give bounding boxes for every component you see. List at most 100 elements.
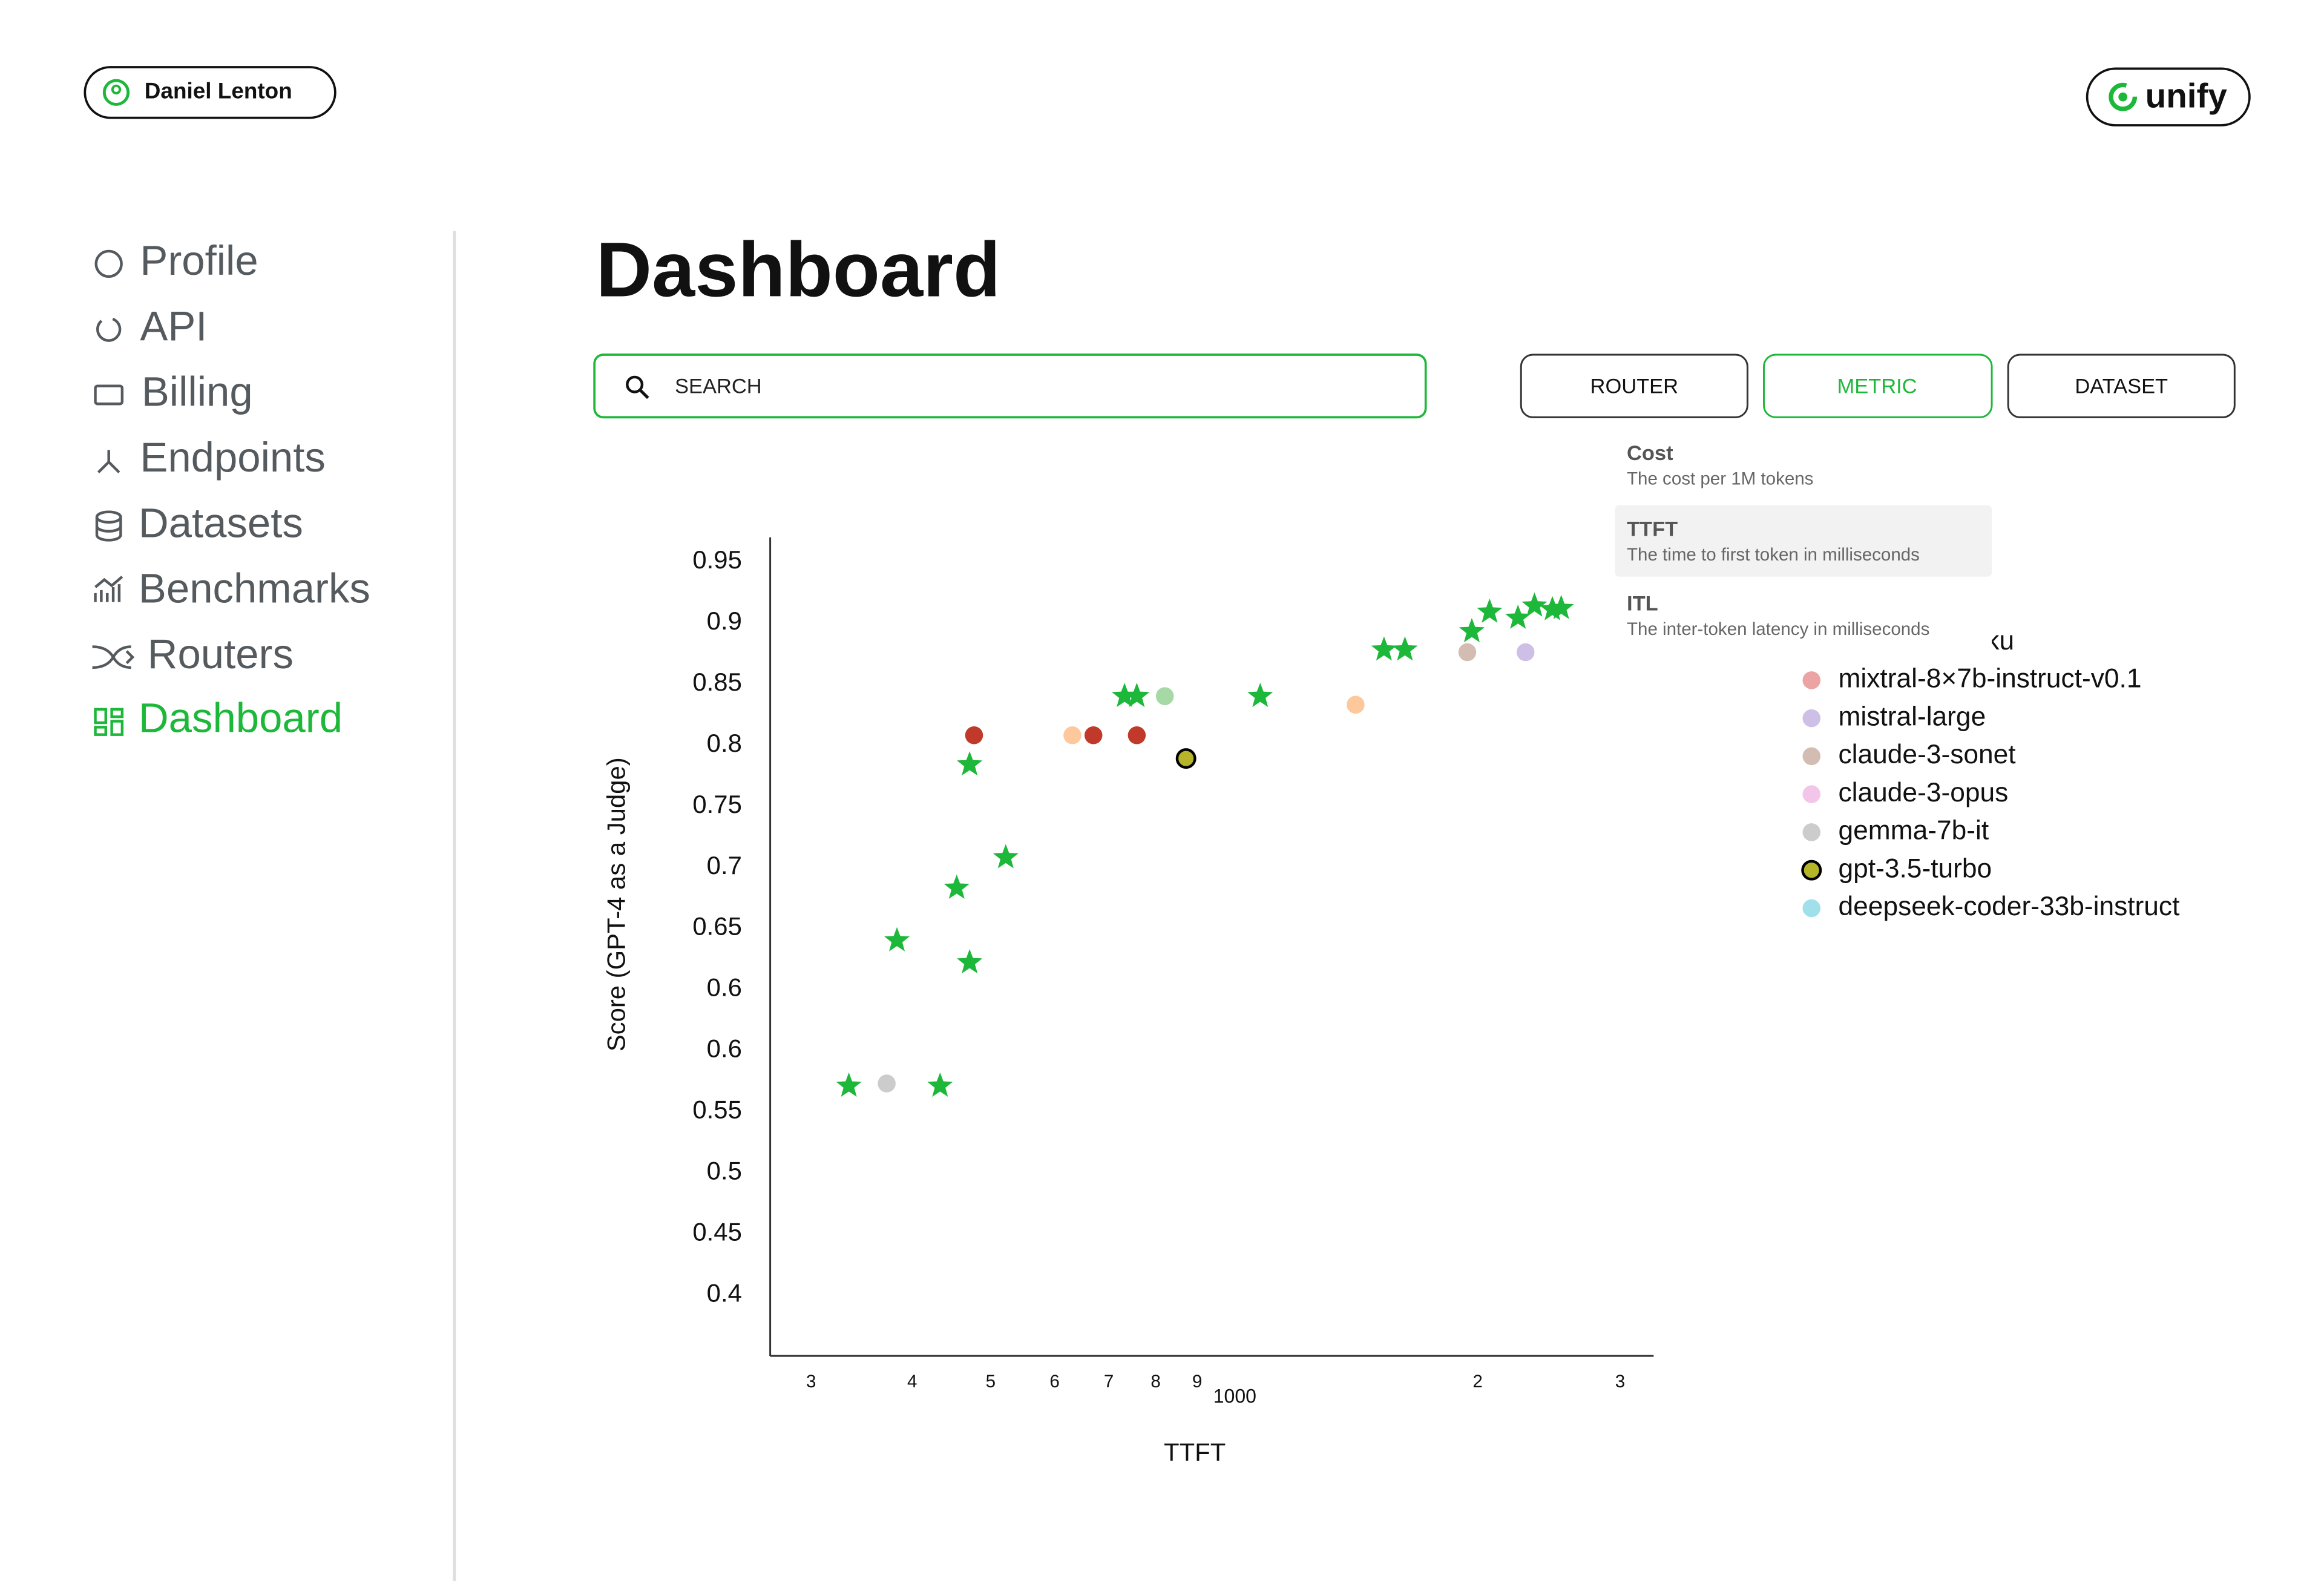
- point: [1128, 726, 1146, 744]
- point: [957, 949, 983, 974]
- router-button-label[interactable]: ROUTER: [1590, 375, 1678, 398]
- metric-button-label[interactable]: METRIC: [1837, 375, 1917, 398]
- nav-item[interactable]: Billing: [142, 369, 253, 415]
- option-name[interactable]: Cost: [1627, 442, 1673, 465]
- x-axis-title: TTFT: [1164, 1438, 1226, 1467]
- point: [993, 844, 1019, 869]
- legend-marker: [1802, 785, 1820, 803]
- user-icon-head: [111, 84, 122, 94]
- nav-icon: [96, 317, 122, 342]
- point: [1540, 596, 1566, 620]
- point: [1548, 594, 1574, 619]
- search-box[interactable]: SEARCH: [593, 353, 1427, 419]
- dataset-button[interactable]: [2007, 353, 2236, 418]
- y-tick-label: 0.95: [692, 545, 741, 574]
- point: [944, 874, 970, 899]
- legend-marker: [1802, 823, 1820, 841]
- point: [1155, 687, 1174, 705]
- nav-icon: [95, 517, 122, 542]
- y-tick-label: 0.7: [707, 851, 742, 879]
- nav-item[interactable]: Benchmarks: [139, 565, 370, 612]
- sidebar: Profile API Billing Endpoints Datasets B…: [92, 231, 456, 1581]
- legend-marker: [1801, 860, 1822, 881]
- x-tick-label: 4: [907, 1372, 917, 1392]
- x-tick-label: 3: [1615, 1372, 1625, 1392]
- nav-icon: [94, 384, 124, 406]
- option-name[interactable]: TTFT: [1627, 518, 1678, 541]
- y-tick-label: 0.75: [692, 790, 741, 818]
- nav-item[interactable]: Profile: [140, 237, 258, 284]
- user-pill[interactable]: [84, 66, 336, 119]
- nav-icon: [92, 645, 135, 669]
- router-button[interactable]: [1520, 353, 1748, 418]
- point: [1347, 695, 1365, 714]
- metric-dropdown: Cost The cost per 1M tokens TTFT The tim…: [1609, 432, 1992, 651]
- y-axis-title: Score (GPT-4 as a Judge): [602, 757, 631, 1051]
- x-tick-label: 7: [1104, 1372, 1114, 1392]
- option-description[interactable]: The cost per 1M tokens: [1627, 469, 1813, 489]
- x-tick-label: 6: [1049, 1372, 1059, 1392]
- page-title: Dashboard: [596, 226, 1001, 313]
- y-tick-label: 0.85: [692, 668, 741, 696]
- point: [878, 1074, 896, 1093]
- search-placeholder[interactable]: SEARCH: [675, 375, 762, 398]
- point: [965, 726, 983, 744]
- legend-marker: [1802, 709, 1820, 728]
- point: [1505, 604, 1531, 629]
- x-tick-label: 5: [986, 1372, 996, 1392]
- option-description[interactable]: The inter-token latency in milliseconds: [1627, 619, 1929, 639]
- nav-icon: [94, 249, 123, 278]
- x-tick-label: 8: [1151, 1372, 1160, 1392]
- point: [1124, 683, 1150, 708]
- point: [1063, 726, 1082, 744]
- point: [927, 1072, 953, 1097]
- legend-label: claude-3-sonet: [1839, 740, 2016, 769]
- x-tick-label: 1000: [1213, 1385, 1256, 1407]
- y-tick-label: 0.45: [692, 1217, 741, 1246]
- legend-label: gpt-3.5-turbo: [1839, 853, 1992, 883]
- logo-pill[interactable]: [2086, 67, 2251, 127]
- y-tick-label: 0.5: [707, 1156, 742, 1185]
- metric-button[interactable]: [1762, 353, 1993, 418]
- point: [1112, 683, 1138, 708]
- legend-marker: [1802, 747, 1820, 766]
- search-icon: [639, 389, 649, 399]
- dataset-button-label[interactable]: DATASET: [2075, 375, 2168, 398]
- point: [1459, 618, 1485, 643]
- point: [1516, 643, 1535, 662]
- point: [1371, 636, 1397, 661]
- legend-marker: [1802, 671, 1820, 689]
- user-name[interactable]: Daniel Lenton: [145, 79, 292, 104]
- logo-text[interactable]: unify: [2145, 77, 2228, 115]
- x-tick-label: 2: [1472, 1372, 1482, 1392]
- nav-item[interactable]: API: [140, 303, 207, 349]
- legend-label: gemma-7b-it: [1839, 816, 1989, 846]
- point: [957, 751, 983, 776]
- point: [1084, 726, 1103, 744]
- option-description[interactable]: The time to first token in milliseconds: [1627, 545, 1920, 565]
- y-tick-label: 0.6: [707, 973, 742, 1002]
- logo[interactable]: unify: [2086, 67, 2251, 127]
- legend-label: deepseek-coder-33b-instruct: [1839, 892, 2180, 921]
- legend-label: mistral-large: [1839, 702, 1986, 731]
- logo-icon: [2109, 82, 2138, 111]
- legend-label: mixtral-8×7b-instruct-v0.1: [1839, 664, 2142, 694]
- y-tick-label: 0.9: [707, 606, 742, 635]
- point: [1458, 643, 1477, 662]
- point: [1175, 748, 1196, 769]
- point: [1247, 683, 1273, 708]
- option-name[interactable]: ITL: [1627, 593, 1658, 616]
- nav-item[interactable]: Endpoints: [140, 434, 325, 481]
- user-button[interactable]: Daniel Lenton: [84, 66, 336, 119]
- nav-item-active[interactable]: Dashboard: [139, 695, 343, 741]
- y-tick-label: 0.6: [707, 1034, 742, 1063]
- search-field[interactable]: [593, 353, 1427, 419]
- x-tick-label: 9: [1192, 1372, 1202, 1392]
- nav-item[interactable]: Datasets: [139, 499, 303, 546]
- point: [1521, 592, 1548, 617]
- nav-item[interactable]: Routers: [148, 631, 294, 677]
- point: [1392, 636, 1418, 661]
